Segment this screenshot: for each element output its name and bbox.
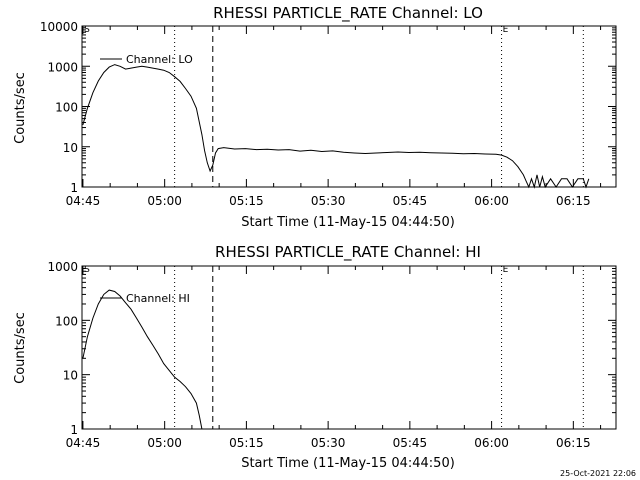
x-tick-label: 05:00 [147,436,182,450]
legend-label-lo: Channel: LO [126,53,193,66]
panel-hi: RHESSI PARTICLE_RATE Channel: HI 1101001… [13,243,617,471]
marker-lines-lo [174,26,584,187]
x-ticks-lo: 04:45 05:00 05:15 05:30 05:45 06:00 06:15 [66,26,602,208]
x-tick-label: 05:30 [311,194,346,208]
x-tick-label: 05:00 [147,194,182,208]
y-tick-label: 10 [63,369,78,383]
corner-marker-s: S [84,265,90,275]
x-tick-label: 04:45 [66,194,101,208]
x-ticks-hi: 04:45 05:00 05:15 05:30 05:45 06:00 06:15 [66,266,602,450]
y-tick-label: 10000 [40,20,78,34]
x-tick-label: 05:45 [393,436,428,450]
marker-lines-hi [174,266,584,429]
x-axis-label-lo: Start Time (11-May-15 04:44:50) [241,215,455,230]
y-tick-label: 1 [70,423,78,437]
x-axis-label-hi: Start Time (11-May-15 04:44:50) [241,456,455,471]
y-tick-label: 100 [55,314,78,328]
chart-title-hi: RHESSI PARTICLE_RATE Channel: HI [215,243,481,262]
panel-lo: RHESSI PARTICLE_RATE Channel: LO 1101001… [13,4,617,230]
y-ticks-hi: 1 10 100 1000 [47,260,616,437]
footer-timestamp: 25-Oct-2021 22:06 [560,469,636,478]
y-tick-label: 1 [70,181,78,195]
corner-marker-e: E [503,25,509,35]
legend-label-hi: Channel: HI [126,292,190,305]
chart-title-lo: RHESSI PARTICLE_RATE Channel: LO [213,4,483,23]
plot-frame-hi [81,265,617,430]
y-axis-label-hi: Counts/sec [13,312,28,384]
series-line-lo [82,64,590,189]
y-tick-label: 10 [63,141,78,155]
y-ticks-lo: 1 10 100 1000 10000 [40,20,616,195]
x-tick-label: 05:45 [393,194,428,208]
x-tick-label: 06:15 [556,436,591,450]
y-tick-label: 1000 [47,260,78,274]
x-tick-label: 05:15 [229,194,264,208]
plot-frame-lo [81,25,617,188]
series-line-hi [82,289,203,430]
x-tick-label: 05:15 [229,436,264,450]
y-tick-label: 1000 [47,60,78,74]
corner-marker-s: S [84,25,90,35]
x-tick-label: 05:30 [311,436,346,450]
x-tick-label: 04:45 [66,436,101,450]
y-axis-label-lo: Counts/sec [13,72,28,144]
x-tick-label: 06:00 [474,436,509,450]
x-tick-label: 06:00 [474,194,509,208]
corner-marker-e: E [503,265,509,275]
y-tick-label: 100 [55,101,78,115]
x-tick-label: 06:15 [556,194,591,208]
